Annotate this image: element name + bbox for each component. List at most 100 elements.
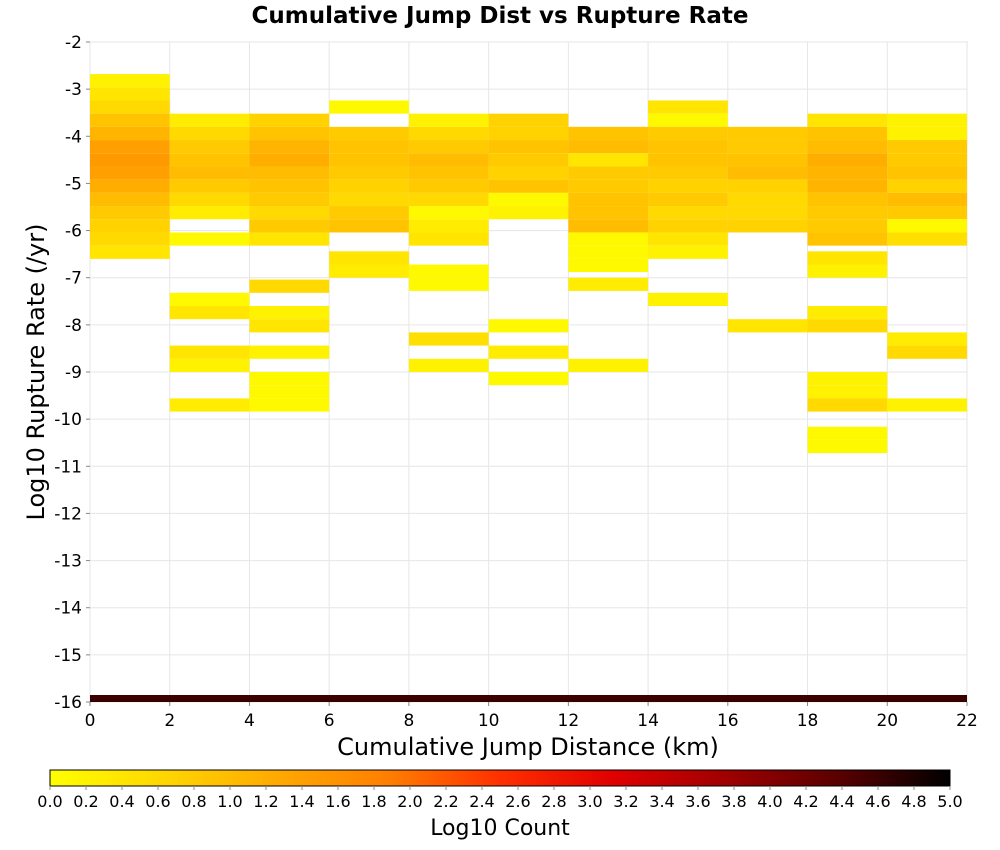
- heatmap-cell: [648, 126, 728, 141]
- y-tick-label: -12: [54, 504, 82, 524]
- y-tick-label: -5: [65, 174, 82, 194]
- heatmap-cell: [488, 319, 569, 333]
- heatmap-cell: [90, 113, 170, 127]
- heatmap-cell: [90, 87, 170, 101]
- heatmap-cell: [648, 166, 728, 180]
- heatmap-cell: [648, 100, 728, 114]
- heatmap-cell: [568, 358, 649, 372]
- heatmap-cell: [408, 264, 489, 278]
- heatmap-cell: [90, 166, 170, 180]
- x-tick-label: 22: [956, 711, 978, 731]
- heatmap-cell: [408, 113, 489, 127]
- x-tick-label: 12: [558, 711, 580, 731]
- colorbar-tick-label: 2.0: [397, 792, 422, 811]
- heatmap-cell: [329, 126, 409, 141]
- colorbar-tick-label: 1.2: [253, 792, 278, 811]
- colorbar-tick-label: 1.8: [361, 792, 386, 811]
- x-axis-label: Cumulative Jump Distance (km): [337, 733, 719, 761]
- heatmap-cell: [488, 345, 569, 359]
- colorbar-tick-label: 4.2: [793, 792, 818, 811]
- heatmap-cell: [488, 192, 569, 207]
- heatmap-cell: [169, 179, 250, 193]
- heatmap-cell: [887, 332, 967, 346]
- heatmap-cell: [90, 206, 170, 220]
- heatmap-cell: [727, 126, 808, 141]
- heatmap-cell: [90, 153, 170, 167]
- heatmap-cell: [807, 206, 888, 220]
- y-tick-label: -3: [65, 80, 82, 100]
- colorbar-tick-label: 5.0: [937, 792, 962, 811]
- heatmap-cell: [249, 126, 330, 141]
- heatmap-cell: [807, 153, 888, 167]
- heatmap-cell: [568, 153, 649, 167]
- heatmap-cell: [249, 206, 330, 220]
- heatmap-cell: [329, 179, 409, 193]
- heatmap-cell: [887, 345, 967, 359]
- colorbar: [49, 769, 951, 787]
- x-tick-label: 14: [637, 711, 659, 731]
- heatmap-cell: [249, 345, 330, 359]
- heatmap-cell: [90, 100, 170, 114]
- heatmap-cell: [90, 192, 170, 207]
- heatmap-cell: [648, 179, 728, 193]
- heatmap-cell: [807, 166, 888, 180]
- heatmap-cell: [90, 245, 170, 259]
- heatmap-cell: [488, 113, 569, 127]
- heatmap-cell: [169, 292, 250, 306]
- heatmap-cell: [568, 206, 649, 220]
- heatmap-cell: [648, 219, 728, 233]
- y-tick-label: -2: [65, 33, 82, 53]
- y-tick-label: -14: [54, 599, 82, 619]
- heatmap-cell: [887, 232, 967, 246]
- y-tick-label: -7: [65, 269, 82, 289]
- y-tick-label: -4: [65, 127, 82, 147]
- heatmap-cell: [90, 219, 170, 233]
- colorbar-tick-label: 2.8: [541, 792, 566, 811]
- heatmap-cell: [807, 219, 888, 233]
- colorbar-tick-label: 2.4: [469, 792, 494, 811]
- heatmap-cell: [408, 192, 489, 207]
- heatmap-cell: [887, 126, 967, 141]
- heatmap-cell: [329, 140, 409, 154]
- x-tick-label: 20: [876, 711, 898, 731]
- x-tick-label: 10: [478, 711, 500, 731]
- colorbar-tick-label: 4.4: [829, 792, 854, 811]
- heatmap-cell: [887, 206, 967, 220]
- heatmap-cell: [169, 206, 250, 220]
- heatmap-cell: [90, 232, 170, 246]
- colorbar-tick-label: 3.8: [721, 792, 746, 811]
- heatmap-cell: [329, 206, 409, 220]
- heatmap-cell: [887, 140, 967, 154]
- heatmap-cell: [169, 153, 250, 167]
- colorbar-tick-label: 2.2: [433, 792, 458, 811]
- heatmap-cell: [329, 153, 409, 167]
- heatmap-cell: [727, 192, 808, 207]
- heatmap-cell: [807, 179, 888, 193]
- heatmap-cell: [169, 306, 250, 320]
- heatmap-cell: [329, 251, 409, 265]
- colorbar-tick-label: 0.6: [145, 792, 170, 811]
- heatmap-cell: [329, 219, 409, 233]
- heatmap-cell: [568, 245, 649, 259]
- heatmap-cell: [807, 251, 888, 265]
- heatmap-cell: [727, 206, 808, 220]
- x-tick-label: 16: [717, 711, 739, 731]
- heatmap-cell: [169, 126, 250, 141]
- heatmap-cell: [90, 140, 170, 154]
- colorbar-tick-label: 4.6: [865, 792, 890, 811]
- chart-title: Cumulative Jump Dist vs Rupture Rate: [252, 3, 749, 29]
- heatmap-cell: [249, 372, 330, 386]
- heatmap-bottom-band: [90, 695, 967, 702]
- heatmap-cell: [169, 398, 250, 412]
- heatmap-cell: [887, 219, 967, 233]
- heatmap-cell: [408, 358, 489, 372]
- heatmap-cell: [169, 358, 250, 372]
- heatmap-cell: [169, 166, 250, 180]
- heatmap-cell: [249, 219, 330, 233]
- heatmap-cell: [807, 264, 888, 278]
- heatmap-cell: [169, 345, 250, 359]
- x-tick-label: 18: [797, 711, 819, 731]
- heatmap-cell: [887, 179, 967, 193]
- heatmap-cell: [249, 113, 330, 127]
